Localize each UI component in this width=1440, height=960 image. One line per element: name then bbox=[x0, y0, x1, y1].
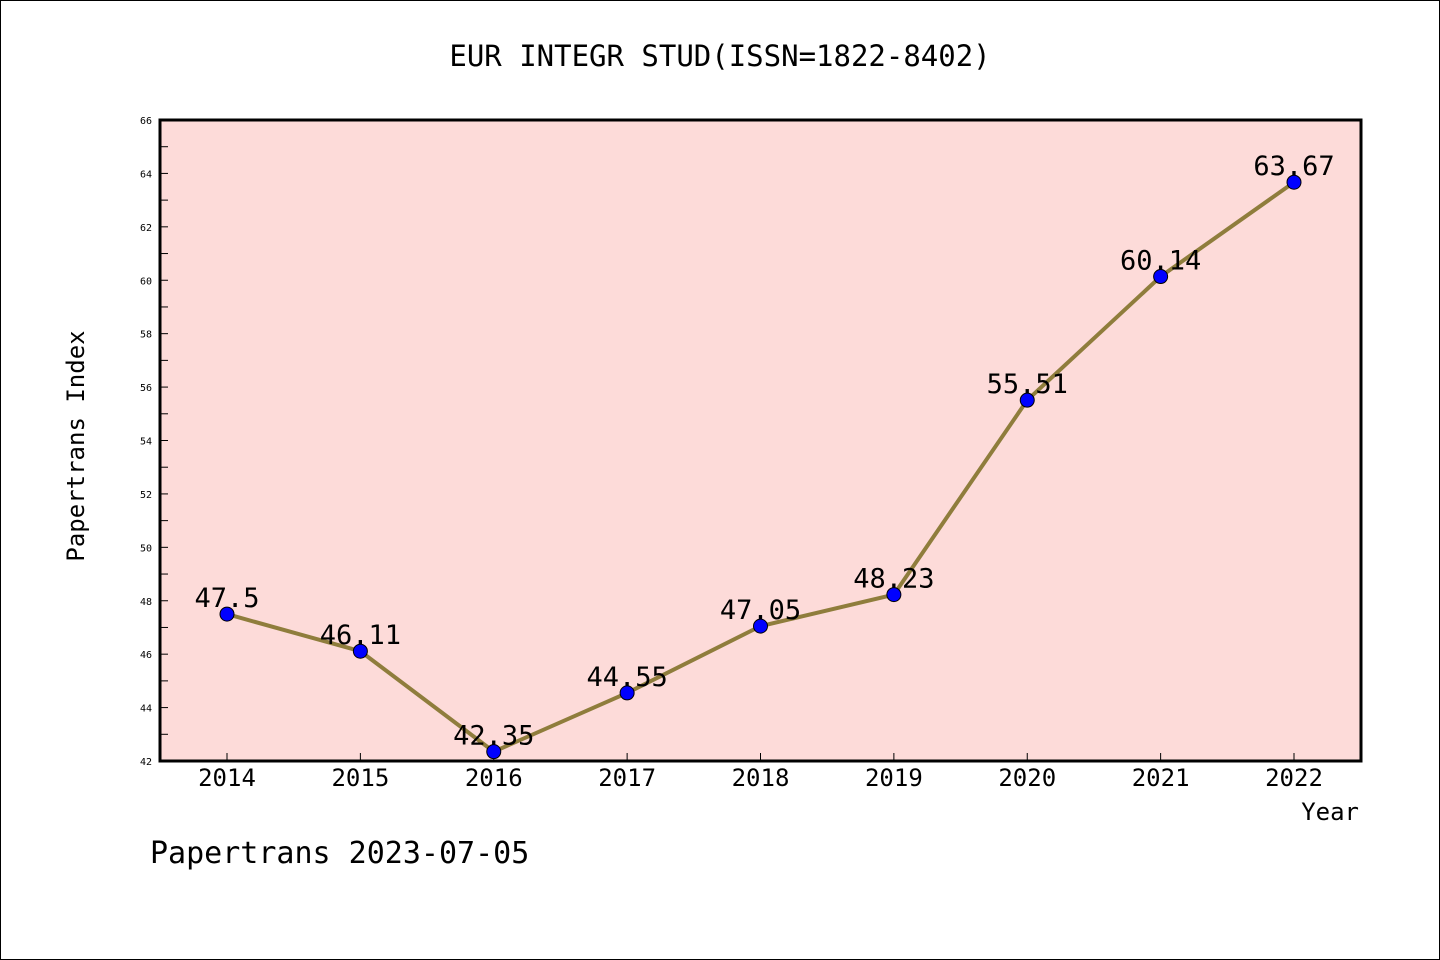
data-label: 42.35 bbox=[453, 721, 534, 752]
y-tick-label: 64 bbox=[140, 169, 152, 180]
y-tick-label: 42 bbox=[140, 757, 152, 768]
data-label: 55.51 bbox=[987, 369, 1068, 400]
x-tick-label: 2014 bbox=[198, 764, 256, 792]
footer-text: Papertrans 2023-07-05 bbox=[150, 836, 529, 871]
y-axis: 42 44 46 48 50 52 54 56 58 60 62 64 66 bbox=[140, 116, 168, 768]
y-tick-label: 56 bbox=[140, 383, 152, 394]
y-tick-label: 50 bbox=[140, 543, 152, 554]
data-label: 63.67 bbox=[1253, 151, 1334, 182]
y-tick-label: 48 bbox=[140, 597, 152, 608]
x-tick-label: 2022 bbox=[1265, 764, 1323, 792]
y-tick-label: 52 bbox=[140, 490, 152, 501]
x-axis: 2014 2015 2016 2017 2018 2019 2020 2021 2022 bbox=[198, 753, 1323, 792]
x-tick-label: 2019 bbox=[865, 764, 923, 792]
data-point bbox=[886, 587, 902, 603]
data-point bbox=[1286, 174, 1302, 190]
y-tick-label: 60 bbox=[140, 276, 152, 287]
series-group: 47.5 46.11 42.35 44.55 47.05 48.23 55.51 60.14 6… bbox=[194, 151, 1335, 760]
data-label: 46.11 bbox=[320, 620, 401, 651]
data-label: 47.05 bbox=[720, 595, 801, 626]
x-tick-label: 2020 bbox=[998, 764, 1056, 792]
data-point bbox=[619, 685, 635, 701]
x-tick-label: 2017 bbox=[598, 764, 656, 792]
data-label: 60.14 bbox=[1120, 246, 1201, 277]
data-point bbox=[352, 643, 368, 659]
x-axis-label: Year bbox=[1301, 798, 1359, 826]
y-tick-label: 54 bbox=[140, 437, 152, 448]
chart-title: EUR INTEGR STUD(ISSN=1822-8402) bbox=[449, 39, 990, 73]
y-tick-label: 44 bbox=[140, 704, 152, 715]
x-tick-label: 2018 bbox=[732, 764, 790, 792]
data-point bbox=[486, 744, 502, 760]
data-point bbox=[1153, 269, 1169, 285]
y-tick-label: 58 bbox=[140, 330, 152, 341]
data-point bbox=[1019, 392, 1035, 408]
x-tick-label: 2016 bbox=[465, 764, 523, 792]
y-tick-label: 66 bbox=[140, 116, 152, 127]
y-tick-label: 62 bbox=[140, 223, 152, 234]
y-tick-label: 46 bbox=[140, 650, 152, 661]
data-point bbox=[753, 618, 768, 634]
y-axis-label: Papertrans Index bbox=[62, 330, 90, 561]
x-tick-label: 2015 bbox=[331, 764, 389, 792]
data-label: 48.23 bbox=[853, 564, 934, 595]
data-point bbox=[219, 606, 235, 622]
data-label: 47.5 bbox=[194, 583, 259, 614]
data-label: 44.55 bbox=[586, 662, 667, 693]
plot-area bbox=[158, 118, 1363, 763]
x-tick-label: 2021 bbox=[1132, 764, 1190, 792]
